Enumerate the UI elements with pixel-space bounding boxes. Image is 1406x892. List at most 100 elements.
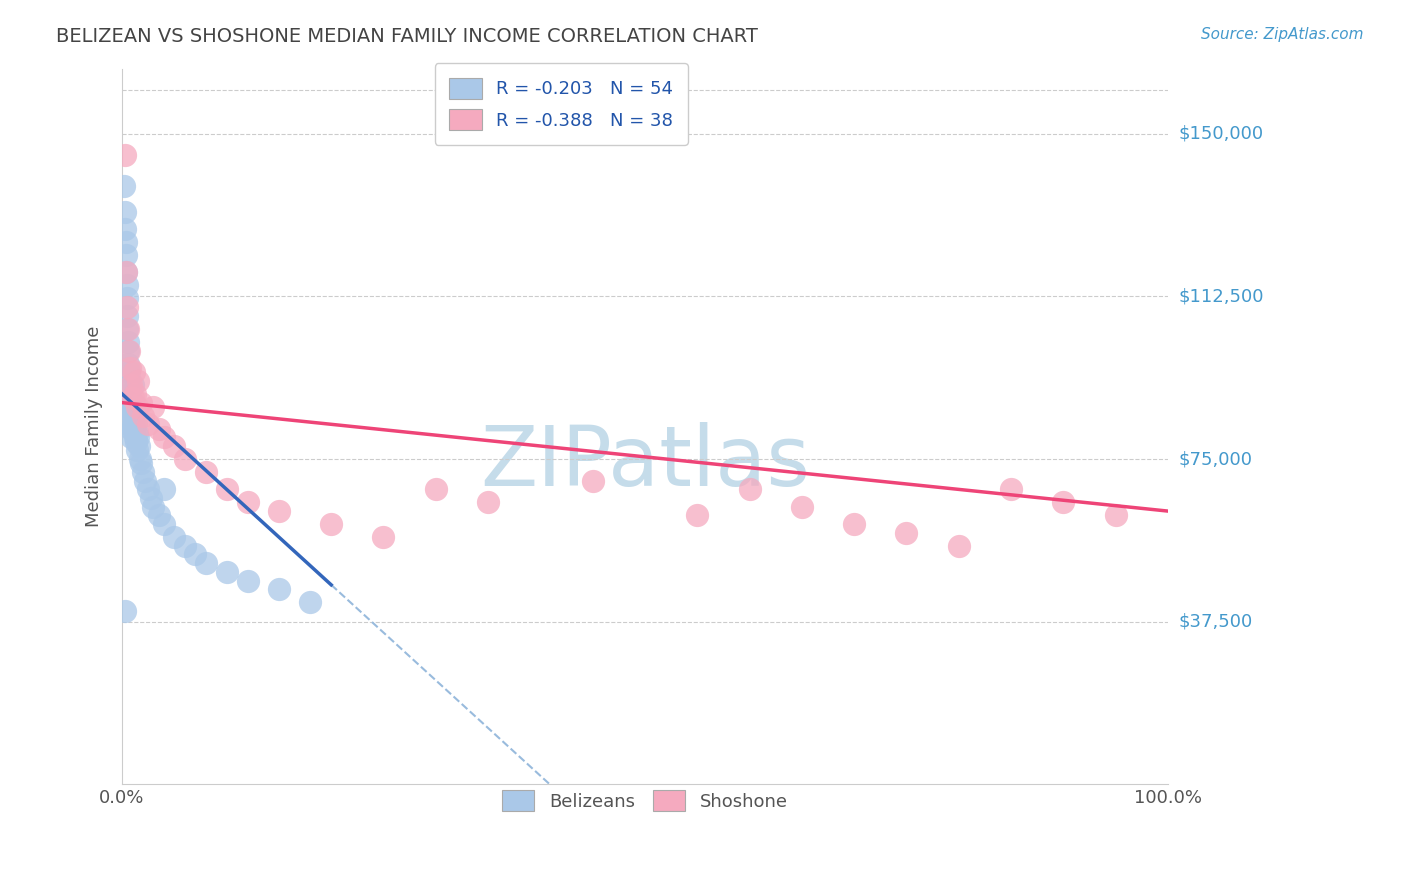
Point [124, 417, 146, 432]
Point [148, 508, 170, 523]
Point [136, 417, 159, 432]
Point [184, 548, 207, 562]
Point [132, 465, 155, 479]
Point [738, 483, 761, 497]
Point [132, 409, 155, 423]
Point [128, 452, 150, 467]
Point [125, 400, 148, 414]
Point [121, 391, 143, 405]
Point [128, 439, 150, 453]
Point [1104, 508, 1126, 523]
Point [117, 309, 139, 323]
Point [120, 395, 142, 409]
Text: $37,500: $37,500 [1180, 613, 1253, 631]
Point [125, 443, 148, 458]
Point [1052, 495, 1074, 509]
Point [121, 395, 143, 409]
Point [948, 539, 970, 553]
Point [153, 483, 176, 497]
Point [117, 278, 139, 293]
Point [115, 235, 138, 249]
Point [790, 500, 813, 514]
Point [236, 495, 259, 509]
Point [121, 378, 143, 392]
Point [121, 422, 143, 436]
Text: $150,000: $150,000 [1180, 125, 1264, 143]
Point [141, 491, 163, 505]
Point [267, 504, 290, 518]
Text: $112,500: $112,500 [1180, 287, 1264, 305]
Point [148, 422, 170, 436]
Point [122, 417, 145, 432]
Point [120, 413, 142, 427]
Point [194, 556, 217, 570]
Point [127, 430, 149, 444]
Point [117, 322, 139, 336]
Point [117, 292, 139, 306]
Point [173, 452, 195, 467]
Point [118, 387, 141, 401]
Point [115, 265, 138, 279]
Point [121, 430, 143, 444]
Point [122, 365, 145, 379]
Point [842, 517, 865, 532]
Point [124, 387, 146, 401]
Text: $75,000: $75,000 [1180, 450, 1253, 468]
Point [686, 508, 709, 523]
Point [112, 178, 135, 193]
Point [118, 378, 141, 392]
Point [896, 525, 918, 540]
Point [153, 430, 176, 444]
Point [194, 465, 217, 479]
Point [267, 582, 290, 597]
Text: Source: ZipAtlas.com: Source: ZipAtlas.com [1201, 27, 1364, 42]
Point [121, 422, 143, 436]
Point [115, 248, 138, 262]
Point [121, 409, 143, 423]
Point [117, 322, 139, 336]
Point [163, 530, 186, 544]
Point [129, 395, 152, 409]
Point [114, 148, 136, 162]
Point [134, 474, 156, 488]
Point [121, 378, 143, 392]
Point [117, 357, 139, 371]
Point [118, 343, 141, 358]
Point [373, 530, 395, 544]
Y-axis label: Median Family Income: Median Family Income [86, 326, 103, 527]
Point [114, 604, 136, 618]
Point [582, 474, 605, 488]
Point [136, 483, 159, 497]
Point [124, 430, 146, 444]
Point [117, 300, 139, 314]
Point [124, 409, 146, 423]
Point [120, 404, 142, 418]
Point [118, 365, 141, 379]
Point [321, 517, 343, 532]
Point [153, 517, 176, 532]
Point [127, 374, 149, 388]
Point [236, 574, 259, 588]
Point [120, 360, 142, 375]
Point [1000, 483, 1022, 497]
Legend: Belizeans, Shoshone: Belizeans, Shoshone [488, 776, 803, 825]
Point [115, 265, 138, 279]
Point [125, 425, 148, 440]
Point [142, 400, 165, 414]
Point [299, 595, 322, 609]
Text: BELIZEAN VS SHOSHONE MEDIAN FAMILY INCOME CORRELATION CHART: BELIZEAN VS SHOSHONE MEDIAN FAMILY INCOM… [56, 27, 758, 45]
Point [215, 565, 238, 579]
Point [425, 483, 447, 497]
Point [215, 483, 238, 497]
Point [114, 204, 136, 219]
Point [117, 343, 139, 358]
Point [114, 222, 136, 236]
Point [124, 434, 146, 449]
Point [122, 400, 145, 414]
Text: ZIPatlas: ZIPatlas [479, 422, 810, 503]
Point [142, 500, 165, 514]
Point [117, 334, 139, 349]
Point [477, 495, 499, 509]
Point [129, 456, 152, 470]
Point [163, 439, 186, 453]
